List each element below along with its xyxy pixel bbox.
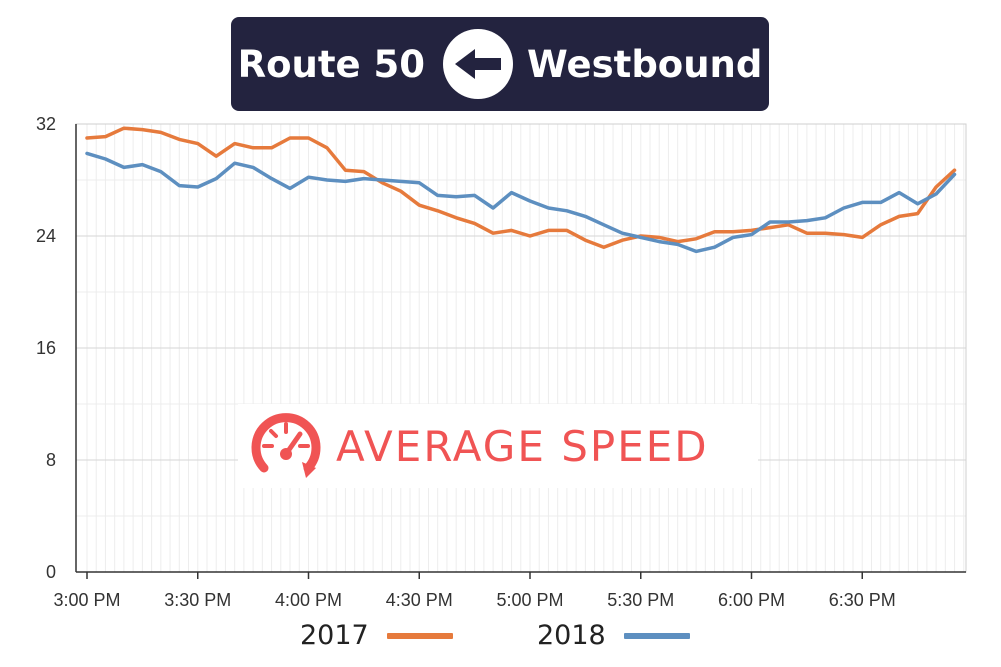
chart-legend: 2017 2018 xyxy=(0,612,1001,662)
speedometer-icon xyxy=(250,410,322,482)
y-tick-label: 24 xyxy=(36,226,56,246)
legend-item-2018: 2018 xyxy=(537,620,690,651)
y-tick-label: 16 xyxy=(36,338,56,358)
legend-swatch-2018 xyxy=(623,632,690,639)
legend-item-2017: 2017 xyxy=(300,620,453,651)
x-tick-label: 3:00 PM xyxy=(53,590,120,610)
x-tick-label: 6:00 PM xyxy=(718,590,785,610)
legend-swatch-2017 xyxy=(386,632,453,639)
average-speed-badge: AVERAGE SPEED xyxy=(238,404,758,488)
direction-label: Westbound xyxy=(527,42,763,86)
y-tick-label: 32 xyxy=(36,114,56,134)
legend-label-2017: 2017 xyxy=(300,620,369,651)
x-tick-label: 4:30 PM xyxy=(386,590,453,610)
series-line-2017 xyxy=(85,126,957,249)
x-tick-label: 6:30 PM xyxy=(829,590,896,610)
series-line-2018 xyxy=(85,151,957,254)
x-tick-label: 5:30 PM xyxy=(607,590,674,610)
route-banner: Route 50 Westbound xyxy=(231,17,769,111)
x-tick-label: 3:30 PM xyxy=(164,590,231,610)
average-speed-label: AVERAGE SPEED xyxy=(336,421,709,471)
major-gridlines xyxy=(76,179,966,517)
x-tick-label: 4:00 PM xyxy=(275,590,342,610)
left-arrow-icon xyxy=(443,29,514,99)
y-tick-label: 0 xyxy=(46,562,56,582)
y-tick-label: 8 xyxy=(46,450,56,470)
legend-label-2018: 2018 xyxy=(537,620,606,651)
route-label: Route 50 xyxy=(237,42,426,86)
x-tick-label: 5:00 PM xyxy=(496,590,563,610)
